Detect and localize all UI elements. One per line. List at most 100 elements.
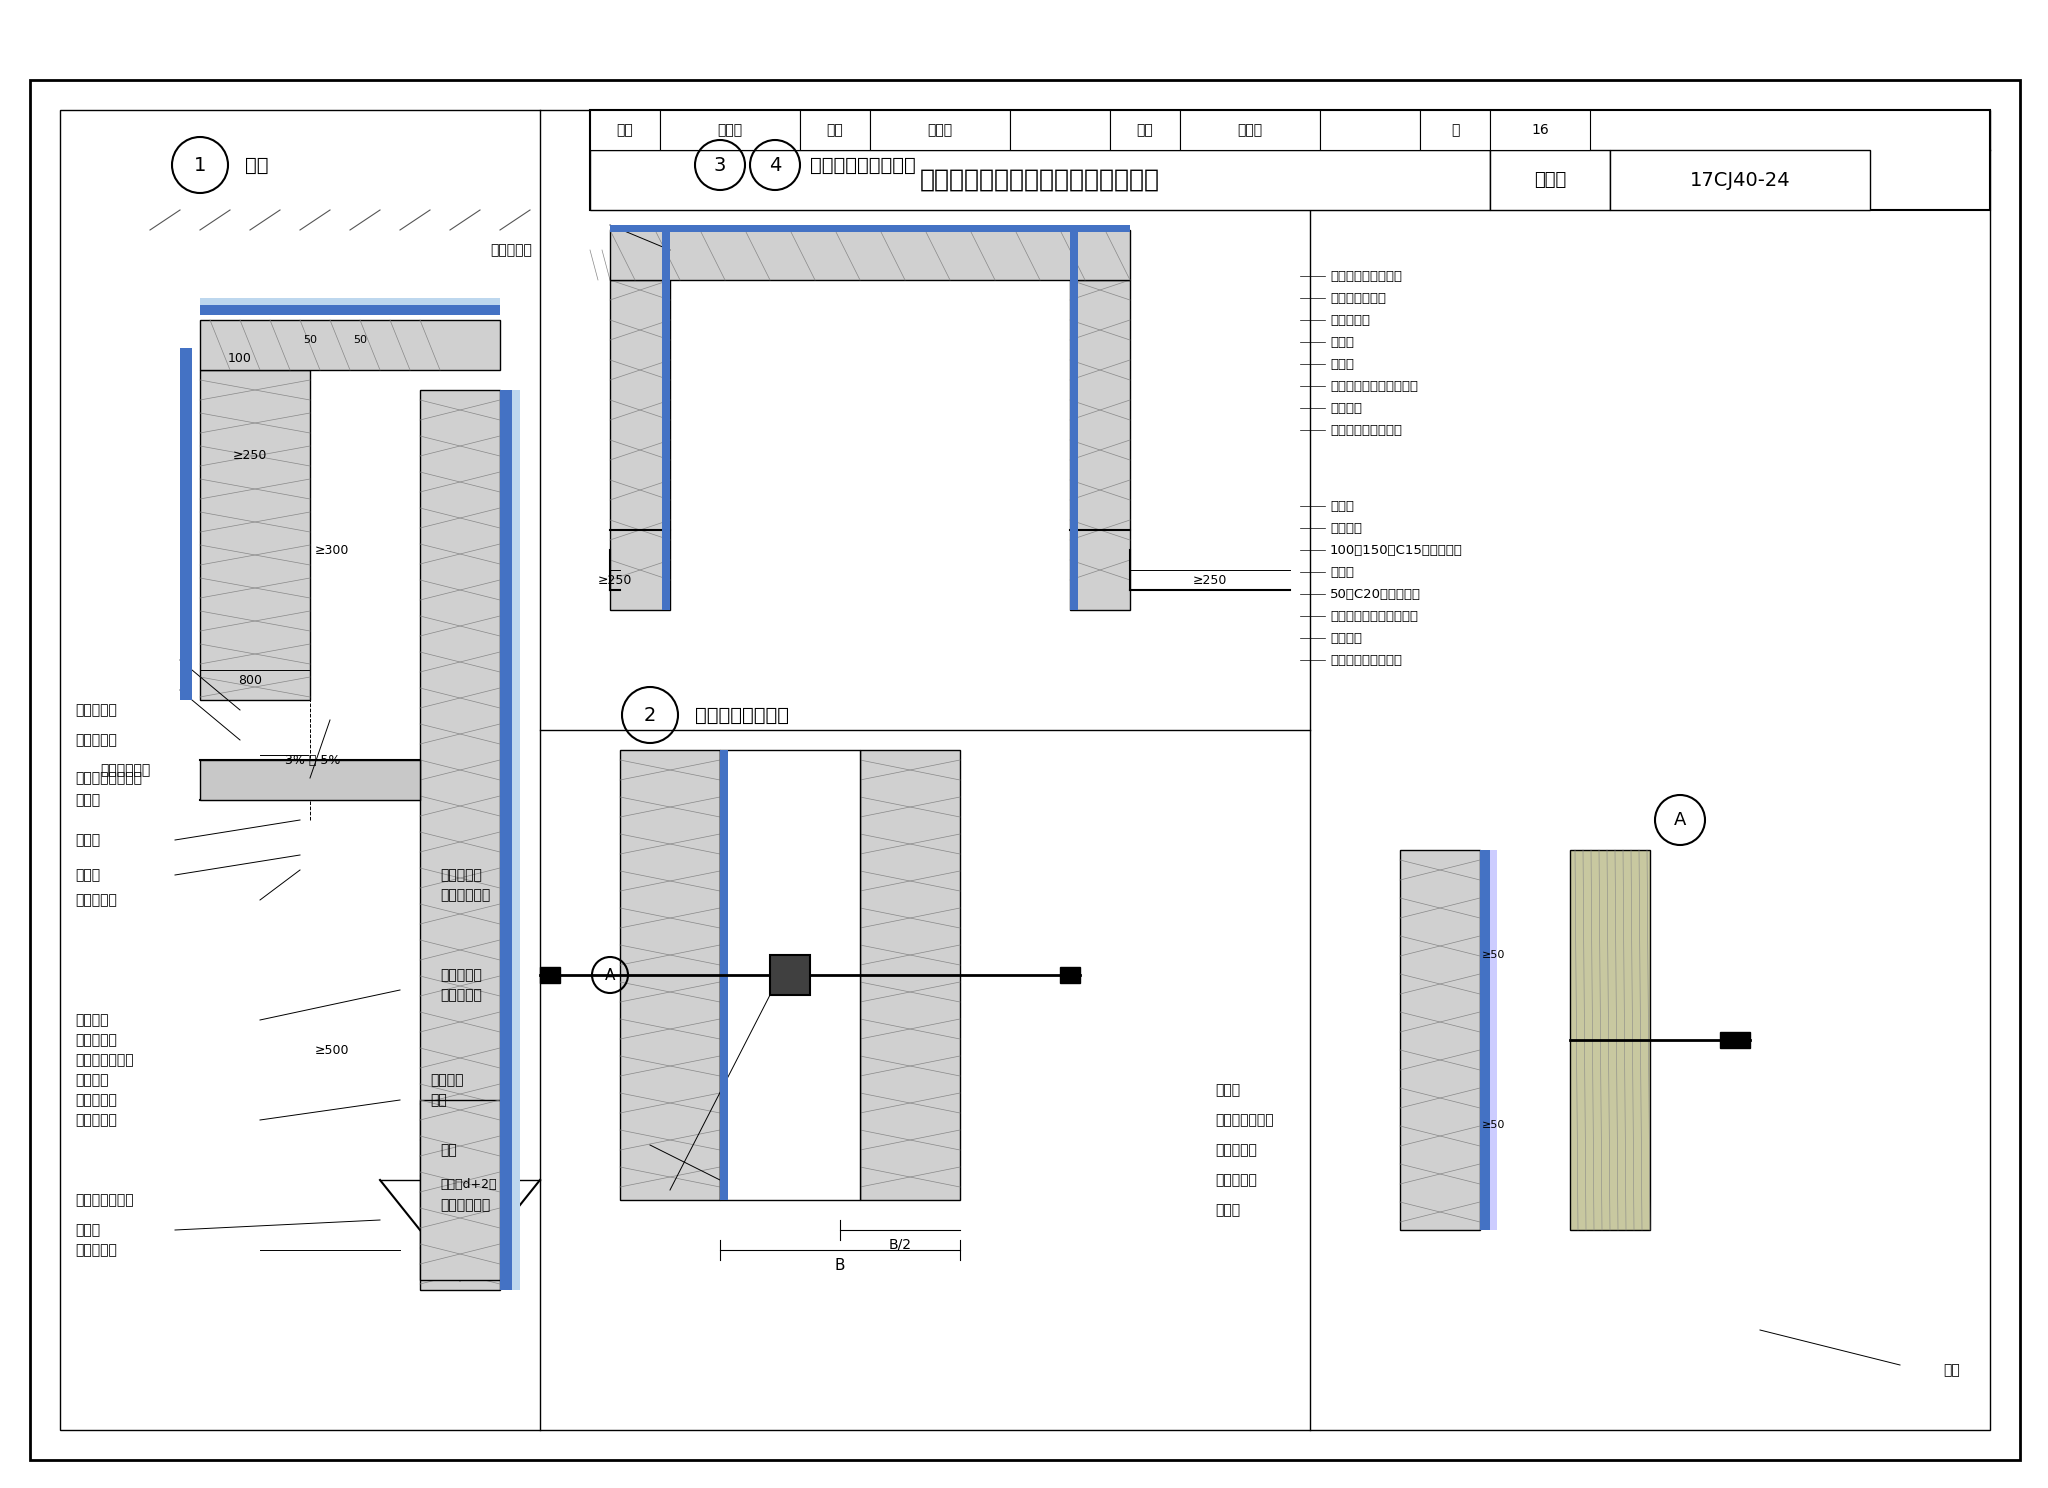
Text: 水泥钉固定: 水泥钉固定 (76, 1094, 117, 1107)
Text: 迎水面: 迎水面 (1214, 1083, 1241, 1097)
Text: 工程设计: 工程设计 (76, 1013, 109, 1027)
Text: 审核: 审核 (616, 124, 633, 137)
Text: 16: 16 (1532, 124, 1548, 137)
Text: 防水加强层: 防水加强层 (1214, 1143, 1257, 1158)
Bar (512, 390, 520, 1290)
Bar (721, 750, 860, 1199)
Text: 现浇防水混凝土坑槽底板: 现浇防水混凝土坑槽底板 (1329, 610, 1417, 622)
Text: 见具体工程设计: 见具体工程设计 (76, 1054, 133, 1067)
Text: A: A (604, 967, 614, 982)
Text: 采光棚: 采光棚 (76, 1223, 100, 1237)
Text: 见具体工程设计: 见具体工程设计 (76, 1193, 133, 1207)
Bar (1010, 110, 1110, 150)
Text: （内径d+2）: （内径d+2） (440, 1178, 496, 1192)
Text: 窗井: 窗井 (246, 156, 268, 174)
Bar (420, 1100, 500, 1280)
Bar (1321, 110, 1419, 150)
Text: 排水管: 排水管 (76, 793, 100, 806)
Text: 螺栓: 螺栓 (1944, 1363, 1960, 1376)
Text: 校对: 校对 (827, 124, 844, 137)
Bar (1110, 110, 1180, 150)
Text: 防水加强层: 防水加强层 (489, 243, 532, 257)
Text: 防水层: 防水层 (1329, 335, 1354, 348)
Text: 排入室外排水系统: 排入室外排水系统 (76, 771, 141, 786)
Bar (1419, 110, 1491, 150)
Bar (770, 955, 811, 995)
Bar (201, 760, 420, 801)
Text: 100: 100 (227, 351, 252, 365)
Bar (1491, 110, 1589, 150)
Text: 穿墙螺栓防水构造: 穿墙螺栓防水构造 (694, 705, 788, 725)
Bar (1491, 850, 1497, 1231)
Text: B/2: B/2 (889, 1238, 911, 1251)
Text: 防水加强层: 防水加强层 (76, 702, 117, 717)
Bar (541, 967, 559, 984)
Text: 防水涂料: 防水涂料 (1329, 631, 1362, 644)
Bar (721, 750, 727, 1199)
Text: A: A (1673, 811, 1686, 829)
Bar (1610, 150, 1870, 210)
Text: 图集号: 图集号 (1534, 171, 1567, 189)
Text: 页: 页 (1450, 124, 1458, 137)
Text: 3: 3 (715, 156, 727, 174)
Text: 3% ～ 5%: 3% ～ 5% (285, 753, 340, 766)
Text: ≥50: ≥50 (1483, 949, 1505, 960)
Text: 丁基胶粘接: 丁基胶粘接 (440, 868, 481, 882)
Text: 防水层: 防水层 (1329, 565, 1354, 579)
Bar (870, 110, 1010, 150)
Text: 防水涂料: 防水涂料 (1329, 402, 1362, 415)
Bar (1180, 110, 1321, 150)
Bar (610, 280, 670, 610)
Text: ≥50: ≥50 (1483, 1120, 1505, 1129)
Text: ≥300: ≥300 (315, 543, 350, 557)
Text: 100～150厚C15混凝土垫层: 100～150厚C15混凝土垫层 (1329, 543, 1462, 557)
Text: 50: 50 (303, 335, 317, 345)
Bar (420, 390, 500, 1290)
Text: 地坪标高: 地坪标高 (430, 1073, 463, 1088)
Text: ≥250: ≥250 (233, 448, 266, 461)
Text: 砖保护墙（砖胎模）: 砖保护墙（砖胎模） (1329, 269, 1403, 283)
Bar (1069, 225, 1077, 610)
Bar (590, 110, 1991, 210)
Bar (1720, 1033, 1749, 1048)
Text: 随捣随抹: 随捣随抹 (1329, 521, 1362, 534)
Text: 2: 2 (643, 705, 655, 725)
Bar (1069, 280, 1130, 610)
Bar (201, 305, 500, 315)
Text: 室外地坪标高: 室外地坪标高 (100, 763, 150, 777)
Bar (1401, 850, 1481, 1231)
Bar (590, 150, 1491, 210)
Text: 50厚C20细石混凝土: 50厚C20细石混凝土 (1329, 588, 1421, 601)
Text: 方形止水钢环: 方形止水钢环 (440, 1198, 489, 1213)
Text: 密封胶密封: 密封胶密封 (76, 1242, 117, 1257)
Text: 成品膨胀环，: 成品膨胀环， (440, 888, 489, 902)
Bar (590, 110, 659, 150)
Text: 迎水面: 迎水面 (76, 833, 100, 847)
Bar (1481, 850, 1491, 1231)
Bar (659, 110, 801, 150)
Text: 王巍瑶: 王巍瑶 (717, 124, 743, 137)
Text: ≥500: ≥500 (315, 1043, 350, 1056)
Text: 螺栓拆除后: 螺栓拆除后 (440, 988, 481, 1001)
Text: 聚合物砂浆封堵: 聚合物砂浆封堵 (1214, 1113, 1274, 1126)
Text: B: B (836, 1257, 846, 1272)
Bar (610, 225, 1130, 232)
Bar (180, 348, 193, 699)
Bar (1061, 967, 1079, 984)
Text: 窗井、穿墙螺栓、坑槽防水构造做法: 窗井、穿墙螺栓、坑槽防水构造做法 (920, 168, 1159, 192)
Text: 设计: 设计 (1137, 124, 1153, 137)
Text: 侧墙防水层: 侧墙防水层 (1214, 1173, 1257, 1187)
Bar (610, 231, 1130, 280)
Text: 的防水处理: 的防水处理 (440, 969, 481, 982)
Text: 面层见具体工程设计: 面层见具体工程设计 (1329, 653, 1403, 667)
Text: 崔智志: 崔智志 (1237, 124, 1262, 137)
Text: 聚苯板: 聚苯板 (76, 868, 100, 882)
Text: 地基土: 地基土 (1329, 500, 1354, 512)
Text: 密封胶密封: 密封胶密封 (76, 893, 117, 908)
Bar (59, 110, 1991, 1430)
Bar (201, 320, 500, 371)
Text: 水泥砂浆找平层: 水泥砂浆找平层 (1329, 292, 1386, 305)
Text: 保护层: 保护层 (1329, 357, 1354, 371)
Text: 防水加强层: 防水加强层 (1329, 314, 1370, 326)
Text: 外墙面层: 外墙面层 (76, 1073, 109, 1088)
